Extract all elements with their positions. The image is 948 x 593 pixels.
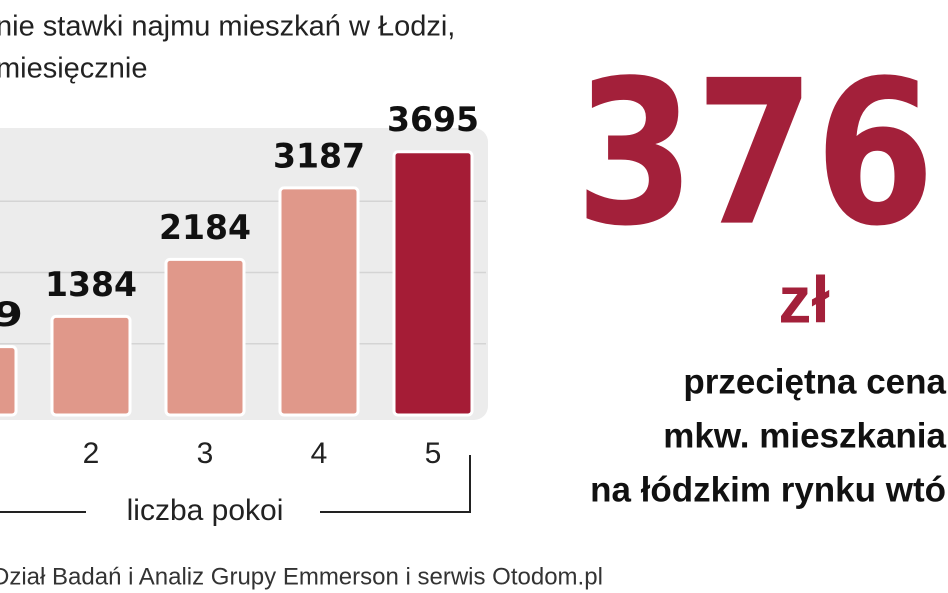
x-tick-label: 2 xyxy=(83,437,100,470)
highlight-unit: zł xyxy=(778,262,829,336)
highlight-line: mkw. mieszkania xyxy=(663,416,946,455)
bar xyxy=(278,186,360,417)
bar xyxy=(50,314,132,417)
highlight-line: na łódzkim rynku wtó xyxy=(590,470,946,509)
data-label: 3187 xyxy=(273,136,365,176)
data-label: 3695 xyxy=(387,100,479,140)
chart-title: nie stawki najmu mieszkań w Łodzi, xyxy=(0,11,455,43)
bar xyxy=(0,345,18,417)
bracket xyxy=(320,455,471,513)
chart-subtitle: miesięcznie xyxy=(0,53,148,85)
highlight-line: przeciętna cena xyxy=(683,362,946,401)
source: Dział Badań i Analiz Grupy Emmerson i se… xyxy=(0,563,603,590)
bar xyxy=(164,257,246,417)
data-label: 1384 xyxy=(45,265,137,305)
highlight-value: 376 xyxy=(575,38,935,271)
data-label: 959 xyxy=(0,295,23,335)
x-axis-label: liczba pokoi xyxy=(127,494,284,527)
bar xyxy=(392,150,474,417)
x-tick-label: 3 xyxy=(197,437,214,470)
x-tick-label: 4 xyxy=(311,437,328,470)
x-tick-label: 5 xyxy=(425,437,442,470)
data-label: 2184 xyxy=(159,208,251,248)
